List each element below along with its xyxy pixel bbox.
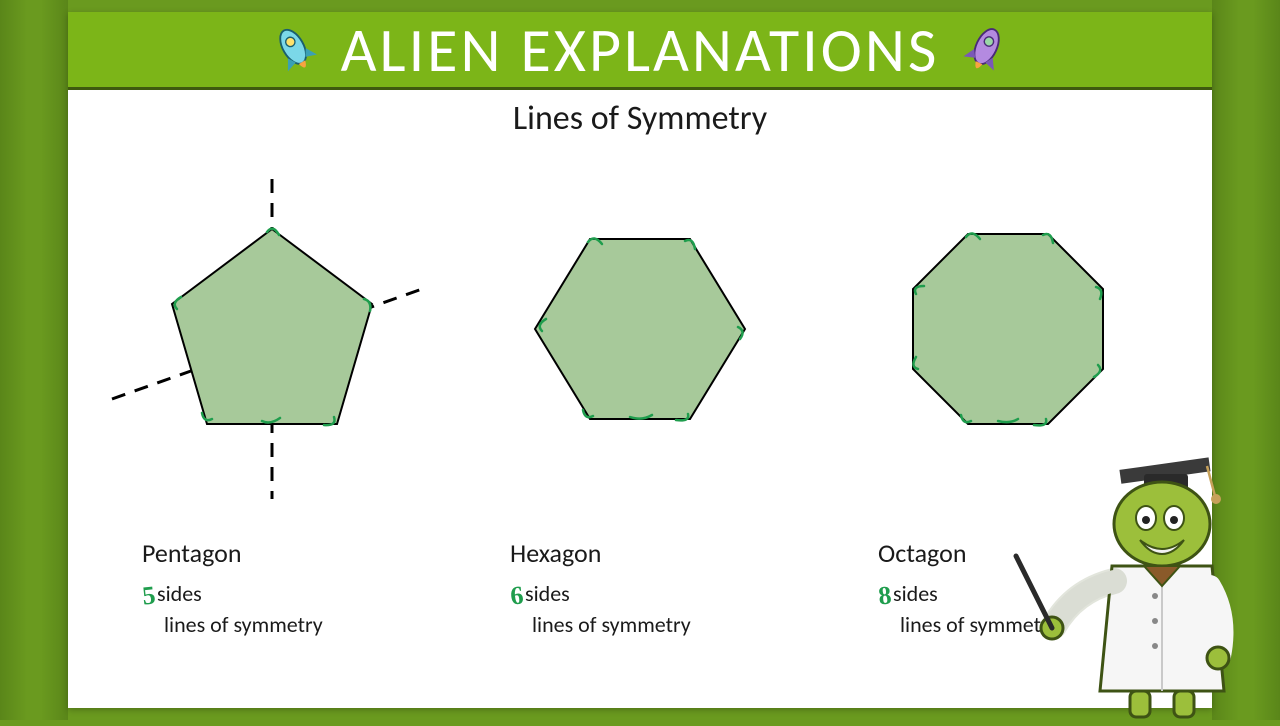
alien-professor-icon — [1012, 446, 1242, 726]
shape-stats: 5sides lines of symmetry — [142, 575, 402, 640]
hexagon-figure — [470, 169, 810, 509]
rocket-left-icon — [267, 22, 323, 78]
sides-label: sides — [157, 580, 202, 607]
main-panel: ALIEN EXPLANATIONS Lines of Symmetry Pen… — [68, 12, 1212, 708]
rocket-right-icon — [957, 22, 1013, 78]
shape-name-label: Hexagon — [510, 537, 770, 569]
sides-label: sides — [525, 580, 570, 607]
shape-cell-pentagon: Pentagon 5sides lines of symmetry — [102, 169, 442, 640]
content-area: Lines of Symmetry Pentagon5sideslines of… — [68, 98, 1212, 716]
shape-name-label: Pentagon — [142, 537, 402, 569]
left-border-decoration — [0, 0, 68, 720]
shape-stats: 6sides lines of symmetry — [510, 575, 770, 640]
symmetry-label: lines of symmetry — [510, 610, 770, 640]
symmetry-label: lines of symmetry — [142, 610, 402, 640]
sides-count-handwritten: 8 — [877, 577, 894, 613]
page-title: ALIEN EXPLANATIONS — [341, 12, 940, 88]
sides-label: sides — [893, 580, 938, 607]
shape-cell-hexagon: Hexagon 6sides lines of symmetry — [470, 169, 810, 640]
title-bar: ALIEN EXPLANATIONS — [68, 12, 1212, 90]
sides-count-handwritten: 6 — [509, 577, 526, 613]
subtitle: Lines of Symmetry — [68, 98, 1212, 139]
sides-count-handwritten: 5 — [141, 577, 158, 613]
pentagon-figure — [102, 169, 442, 509]
